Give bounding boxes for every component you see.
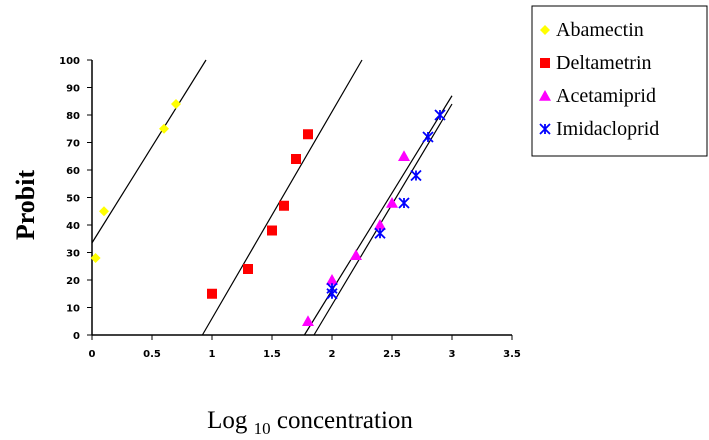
fit-line-deltametrin xyxy=(201,59,363,336)
x-tick-label: 0 xyxy=(89,349,96,360)
legend: Abamectin Deltametrin Acetamiprid Imidaclop… xyxy=(531,5,708,157)
point-imidacloprid xyxy=(410,169,422,182)
point-deltametrin xyxy=(279,200,289,211)
point-imidacloprid xyxy=(398,197,410,209)
legend-label-acetamiprid: Acetamiprid xyxy=(556,85,656,107)
y-tick-label: 100 xyxy=(59,56,80,67)
x-tick-label: 0.5 xyxy=(143,349,161,360)
x-tick-label: 2.5 xyxy=(383,349,401,360)
point-acetamiprid xyxy=(350,249,362,261)
y-tick-label: 50 xyxy=(66,194,80,205)
point-acetamiprid xyxy=(302,315,314,327)
x-axis-title-rest: concentration xyxy=(271,407,414,434)
y-tick-label: 10 xyxy=(66,304,80,315)
point-deltametrin xyxy=(303,129,313,140)
legend-label-imidacloprid: Imidacloprid xyxy=(556,118,659,140)
legend-label-deltametrin: Deltametrin xyxy=(556,52,652,74)
point-acetamiprid xyxy=(398,150,410,162)
x-axis-title-subscript: 10 xyxy=(254,419,271,438)
data-points xyxy=(90,99,446,327)
point-acetamiprid xyxy=(374,219,386,230)
legend-marker-acetamiprid xyxy=(539,90,551,101)
point-abamectin xyxy=(99,206,109,217)
y-axis-title: Probit xyxy=(11,170,40,241)
legend-marker-imidacloprid xyxy=(539,123,551,135)
point-acetamiprid xyxy=(326,274,338,285)
point-deltametrin xyxy=(207,288,217,299)
point-imidacloprid xyxy=(434,109,446,121)
x-tick-label: 3.5 xyxy=(503,349,521,360)
point-deltametrin xyxy=(291,154,301,164)
y-ticks: 0 10 20 30 40 50 60 70 80 90 100 xyxy=(59,56,92,342)
fit-line-imidacloprid xyxy=(313,103,453,336)
x-tick-label: 1 xyxy=(209,349,216,360)
y-tick-label: 30 xyxy=(66,249,80,260)
point-imidacloprid xyxy=(374,227,386,239)
x-axis-title: Log 10 concentration xyxy=(207,407,413,438)
fit-line-acetamiprid xyxy=(303,95,453,336)
legend-marker-deltametrin xyxy=(540,58,550,68)
y-tick-label: 60 xyxy=(66,166,80,177)
x-axis-title-main: Log xyxy=(207,407,254,434)
point-abamectin xyxy=(171,99,181,109)
y-tick-label: 20 xyxy=(66,276,80,287)
legend-label-abamectin: Abamectin xyxy=(556,19,644,41)
y-tick-label: 0 xyxy=(73,331,80,342)
point-deltametrin xyxy=(267,225,277,236)
legend-box xyxy=(531,5,708,157)
y-tick-label: 90 xyxy=(66,84,80,95)
x-ticks: 0 0.5 1 1.5 2 2.5 3 3.5 xyxy=(89,335,521,360)
fit-line-abamectin xyxy=(91,59,207,244)
point-imidacloprid xyxy=(422,131,434,143)
point-abamectin xyxy=(90,253,101,263)
legend-marker-abamectin xyxy=(540,25,550,35)
x-tick-label: 1.5 xyxy=(263,349,281,360)
fit-lines xyxy=(91,59,453,336)
point-acetamiprid xyxy=(386,197,398,208)
point-imidacloprid xyxy=(326,282,338,294)
point-deltametrin xyxy=(243,264,253,274)
x-tick-label: 3 xyxy=(449,349,456,360)
y-tick-label: 70 xyxy=(66,139,80,150)
y-tick-label: 40 xyxy=(66,221,80,232)
x-tick-label: 2 xyxy=(329,349,336,360)
point-abamectin xyxy=(159,123,169,134)
y-tick-label: 80 xyxy=(66,111,80,122)
